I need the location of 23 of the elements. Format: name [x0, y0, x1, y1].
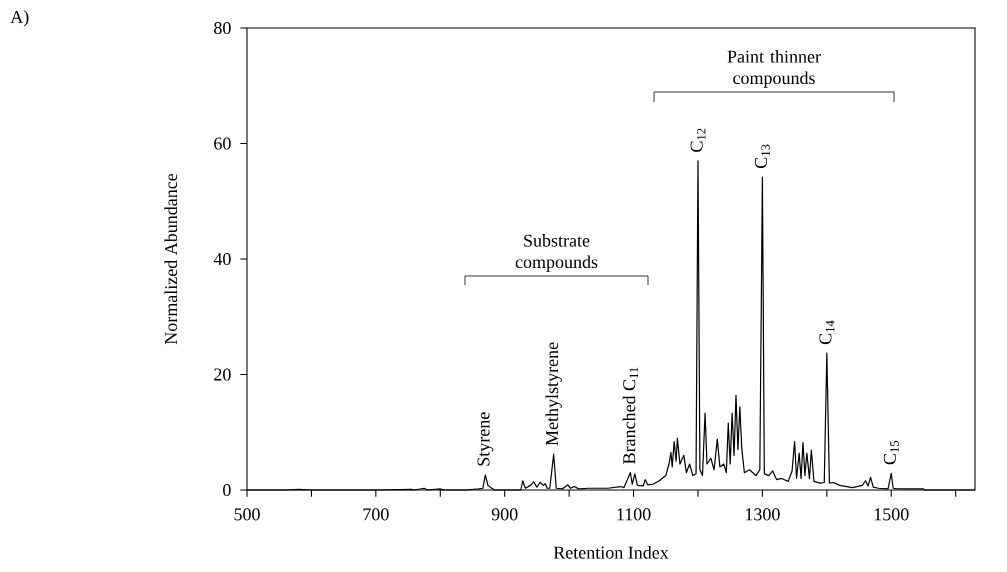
- y-tick-label: 60: [214, 137, 231, 150]
- annotation: Styrene: [477, 412, 494, 466]
- y-tick-label: 40: [213, 252, 231, 266]
- y-tick-label: 80: [214, 21, 231, 35]
- text: A): [10, 10, 29, 27]
- annotation: Substrate compounds: [515, 234, 598, 272]
- annotation: C$_{15}$: [883, 440, 899, 465]
- x-tick-label: 500: [234, 508, 260, 521]
- y-tick-label: 0: [223, 483, 231, 497]
- x-tick-label: 1500: [874, 508, 909, 521]
- annotation: Paint thinner compounds: [727, 50, 821, 88]
- x-tick-label: 1100: [617, 508, 651, 521]
- x-tick-label: 900: [491, 508, 518, 521]
- y-tick-label: 20: [214, 368, 231, 381]
- annotation: C$_{13}$: [754, 144, 770, 168]
- y-axis-title: Normalized Abundance: [164, 173, 178, 345]
- annotation: Methylstyrene: [545, 342, 562, 446]
- x-tick-label: 700: [363, 508, 389, 521]
- annotation: C$_{12}$: [690, 128, 706, 152]
- x-axis-title: Retention Index: [553, 546, 669, 559]
- annotation: Branched C$_{11}$: [622, 367, 639, 464]
- annotation: C$_{14}$: [819, 320, 835, 345]
- x-tick-label: 1300: [745, 508, 780, 521]
